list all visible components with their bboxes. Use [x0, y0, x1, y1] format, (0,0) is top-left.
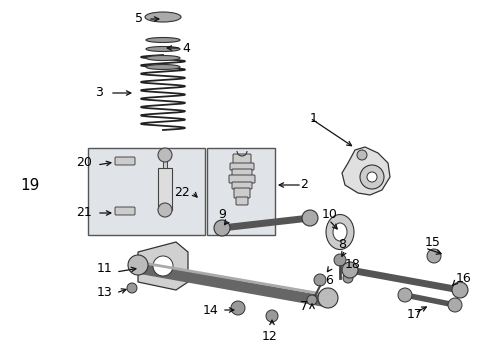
FancyBboxPatch shape — [234, 188, 249, 198]
Text: 15: 15 — [424, 237, 440, 249]
Bar — [88, 148, 204, 235]
Circle shape — [306, 295, 316, 305]
Text: 22: 22 — [174, 185, 190, 198]
Circle shape — [447, 298, 461, 312]
Text: 1: 1 — [309, 112, 317, 125]
Circle shape — [127, 283, 137, 293]
Circle shape — [153, 256, 173, 276]
FancyBboxPatch shape — [236, 197, 247, 205]
Ellipse shape — [146, 46, 180, 51]
Ellipse shape — [146, 64, 180, 69]
FancyBboxPatch shape — [229, 163, 253, 170]
Text: 10: 10 — [321, 208, 337, 221]
Text: 3: 3 — [95, 86, 103, 99]
Circle shape — [302, 210, 317, 226]
Ellipse shape — [145, 12, 181, 22]
Bar — [206, 148, 274, 235]
Circle shape — [451, 282, 467, 298]
Bar — [158, 168, 172, 210]
Text: 4: 4 — [182, 41, 189, 54]
Text: 16: 16 — [455, 271, 471, 284]
Bar — [163, 155, 167, 168]
Circle shape — [342, 273, 352, 283]
Text: 2: 2 — [299, 179, 307, 192]
Ellipse shape — [146, 55, 180, 60]
Text: 14: 14 — [202, 303, 218, 316]
Circle shape — [313, 274, 325, 286]
Text: 9: 9 — [218, 208, 225, 221]
FancyBboxPatch shape — [115, 207, 135, 215]
Circle shape — [158, 148, 172, 162]
FancyBboxPatch shape — [228, 175, 254, 183]
Text: 18: 18 — [345, 258, 360, 271]
Circle shape — [333, 254, 346, 266]
Ellipse shape — [146, 37, 180, 42]
Ellipse shape — [332, 223, 346, 241]
FancyBboxPatch shape — [115, 157, 135, 165]
Text: 11: 11 — [96, 261, 112, 274]
Circle shape — [128, 255, 148, 275]
Circle shape — [366, 172, 376, 182]
Circle shape — [158, 203, 172, 217]
Text: 6: 6 — [325, 274, 332, 287]
FancyBboxPatch shape — [231, 169, 251, 176]
Text: 13: 13 — [96, 287, 112, 300]
Ellipse shape — [325, 215, 353, 249]
Circle shape — [230, 301, 244, 315]
FancyBboxPatch shape — [232, 154, 250, 164]
Circle shape — [397, 288, 411, 302]
Circle shape — [341, 262, 357, 278]
Text: 7: 7 — [299, 301, 307, 314]
Text: 21: 21 — [76, 207, 92, 220]
Text: 8: 8 — [337, 238, 346, 252]
Polygon shape — [341, 147, 389, 195]
Circle shape — [317, 288, 337, 308]
Circle shape — [265, 310, 278, 322]
Polygon shape — [138, 242, 187, 290]
Text: 20: 20 — [76, 156, 92, 168]
Text: 12: 12 — [262, 330, 277, 343]
Circle shape — [356, 150, 366, 160]
Circle shape — [426, 249, 440, 263]
Text: 5: 5 — [135, 13, 142, 26]
Circle shape — [214, 220, 229, 236]
Text: 19: 19 — [20, 177, 40, 193]
FancyBboxPatch shape — [231, 182, 251, 189]
Circle shape — [359, 165, 383, 189]
Text: 17: 17 — [406, 308, 422, 321]
